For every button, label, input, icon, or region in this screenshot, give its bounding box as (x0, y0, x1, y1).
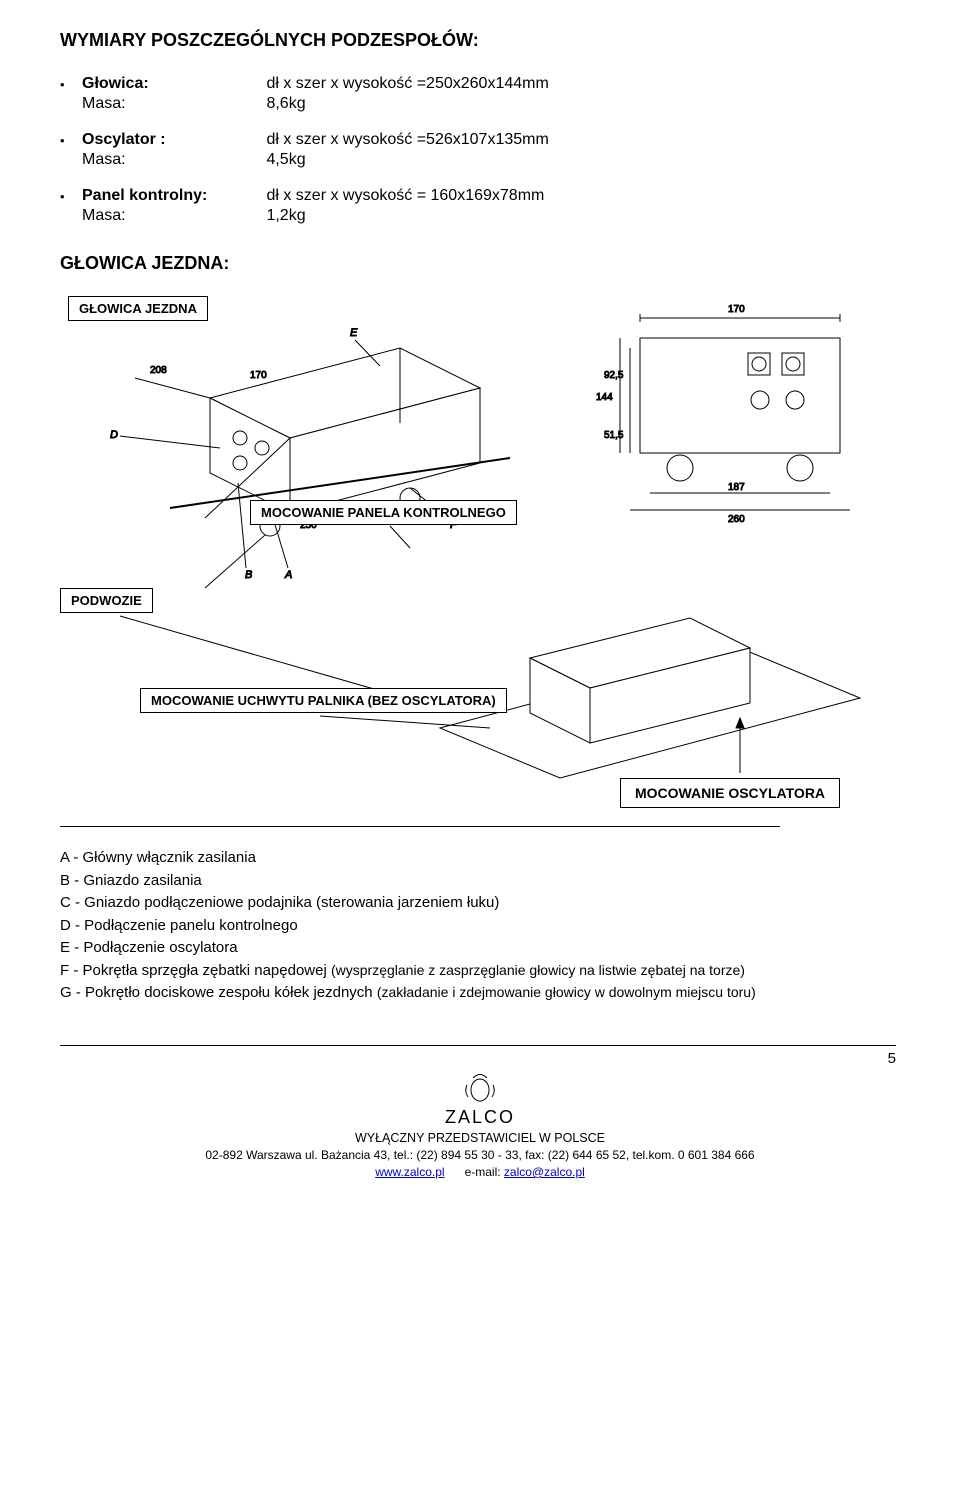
dim-92-5: 92,5 (604, 370, 624, 381)
legend-block: A - Główny włącznik zasilania B - Gniazd… (60, 833, 900, 1005)
legend-G-note: (zakładanie i zdejmowanie głowicy w dowo… (377, 984, 756, 1000)
mass-value: 8,6kg (266, 95, 305, 112)
dim-letter-B: B (245, 569, 252, 581)
spec-list: • Głowica: dł x szer x wysokość =250x260… (82, 75, 900, 225)
mass-label: Masa: (82, 151, 262, 169)
footer-website-link[interactable]: www.zalco.pl (375, 1165, 444, 1179)
dim-187: 187 (728, 482, 745, 493)
callout-oscillator-mount: MOCOWANIE OSCYLATORA (620, 778, 840, 808)
legend-line: C - Gniazdo podłączeniowe podajnika (ste… (60, 892, 900, 915)
page-number: 5 (60, 1045, 896, 1067)
legend-line: B - Gniazdo zasilania (60, 870, 900, 893)
spec-label: Panel kontrolny: (82, 187, 262, 205)
mass-value: 4,5kg (266, 151, 305, 168)
footer-email-link[interactable]: zalco@zalco.pl (504, 1165, 585, 1179)
diagram-area: GŁOWICA JEZDNA MOCOWANIE PANELA KONTROLN… (60, 288, 900, 808)
footer-email-label: e-mail: (465, 1165, 504, 1179)
dim-260: 260 (728, 514, 745, 525)
legend-F-note: (wysprzęglanie z zasprzęglanie głowicy n… (331, 962, 745, 978)
legend-line: D - Podłączenie panelu kontrolnego (60, 915, 900, 938)
callout-glownica-jezdna: GŁOWICA JEZDNA (68, 296, 208, 321)
callout-chassis: PODWOZIE (60, 588, 153, 613)
divider (60, 826, 780, 827)
dim-170-left: 170 (250, 370, 267, 381)
bullet-icon: • (60, 189, 65, 204)
spec-item: • Oscylator : dł x szer x wysokość =526x… (82, 131, 900, 169)
page-footer: ZALCO WYŁĄCZNY PRZEDSTAWICIEL W POLSCE 0… (60, 1073, 900, 1181)
spec-label: Oscylator : (82, 131, 262, 149)
mass-label: Masa: (82, 95, 262, 113)
legend-G-main: G - Pokrętło dociskowe zespołu kółek jez… (60, 984, 377, 1001)
bullet-icon: • (60, 133, 65, 148)
spec-value: dł x szer x wysokość =526x107x135mm (266, 131, 548, 148)
dim-51-5: 51,5 (604, 430, 624, 441)
callout-panel-mount: MOCOWANIE PANELA KONTROLNEGO (250, 500, 517, 525)
footer-brand: ZALCO (60, 1105, 900, 1130)
dim-letter-E: E (350, 327, 358, 339)
dim-letter-A: A (284, 569, 292, 581)
spec-label: Głowica: (82, 75, 262, 93)
legend-line: E - Podłączenie oscylatora (60, 937, 900, 960)
assembly-diagram: E D 208 170 250 B A F (60, 288, 900, 808)
dim-144: 144 (596, 392, 613, 403)
dim-208: 208 (150, 365, 167, 376)
mass-value: 1,2kg (266, 207, 305, 224)
dim-letter-D: D (110, 429, 118, 441)
footer-address: 02-892 Warszawa ul. Bażancia 43, tel.: (… (60, 1147, 900, 1164)
spec-item: • Głowica: dł x szer x wysokość =250x260… (82, 75, 900, 113)
spec-value: dł x szer x wysokość = 160x169x78mm (266, 187, 544, 204)
callout-torch-mount: MOCOWANIE UCHWYTU PALNIKA (BEZ OSCYLATOR… (140, 688, 507, 713)
legend-line: G - Pokrętło dociskowe zespołu kółek jez… (60, 982, 900, 1005)
mass-label: Masa: (82, 207, 262, 225)
spec-value: dł x szer x wysokość =250x260x144mm (266, 75, 548, 92)
dim-170-top: 170 (728, 304, 745, 315)
crest-icon (463, 1073, 497, 1103)
legend-line: F - Pokrętła sprzęgła zębatki napędowej … (60, 960, 900, 983)
footer-rep: WYŁĄCZNY PRZEDSTAWICIEL W POLSCE (60, 1130, 900, 1148)
section-heading: GŁOWICA JEZDNA: (60, 253, 900, 274)
bullet-icon: • (60, 77, 65, 92)
page-title: WYMIARY POSZCZEGÓLNYCH PODZESPOŁÓW: (60, 30, 900, 51)
spec-item: • Panel kontrolny: dł x szer x wysokość … (82, 187, 900, 225)
legend-F-main: F - Pokrętła sprzęgła zębatki napędowej (60, 962, 331, 979)
legend-line: A - Główny włącznik zasilania (60, 847, 900, 870)
